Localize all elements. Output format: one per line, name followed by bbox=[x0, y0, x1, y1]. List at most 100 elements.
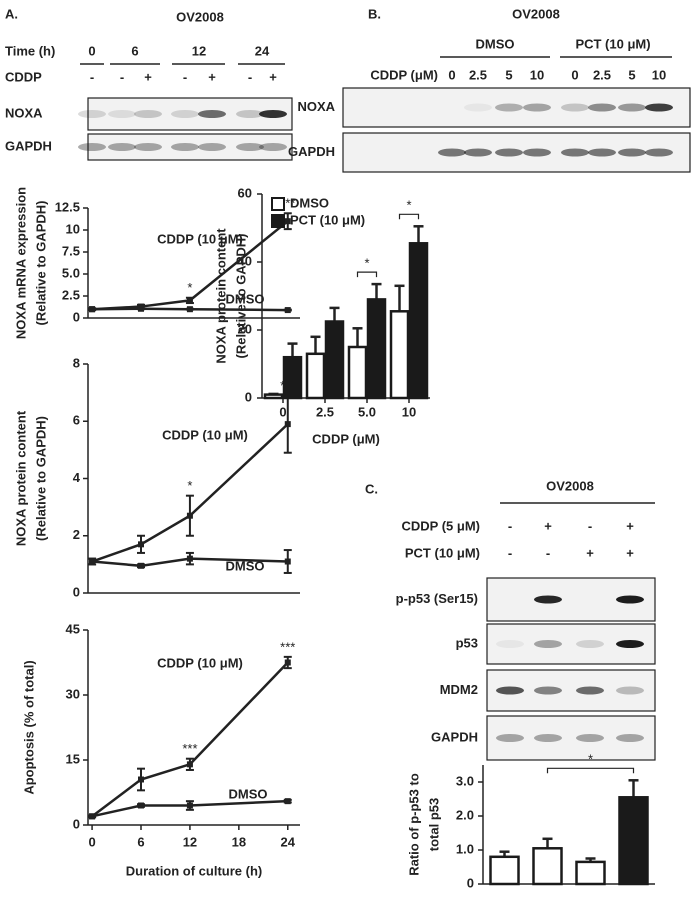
y-axis-title: Apoptosis (% of total) bbox=[21, 660, 36, 794]
band bbox=[616, 734, 644, 742]
lane-label: - bbox=[248, 69, 252, 84]
lane-label: 2.5 bbox=[593, 67, 611, 82]
legend-swatch bbox=[271, 197, 285, 211]
x-tick-label: 12 bbox=[183, 834, 197, 849]
band bbox=[618, 103, 646, 112]
band bbox=[134, 143, 162, 151]
lane-label: - bbox=[183, 69, 187, 84]
lane-label: 0 bbox=[448, 67, 455, 82]
y-tick-label: 1.0 bbox=[456, 841, 474, 856]
lane-label: 5 bbox=[505, 67, 512, 82]
point bbox=[138, 776, 144, 783]
blot bbox=[342, 87, 691, 128]
band bbox=[259, 110, 287, 118]
bar bbox=[489, 855, 520, 886]
header-label: Time (h) bbox=[5, 43, 55, 58]
legend-label: PCT (10 μM) bbox=[290, 212, 365, 227]
y-tick-label: 8 bbox=[73, 355, 80, 370]
point bbox=[284, 307, 291, 314]
y-tick-label: 40 bbox=[238, 253, 252, 268]
panel-label: C. bbox=[365, 481, 378, 496]
y-tick-label: 12.5 bbox=[55, 199, 80, 214]
y-tick-label: 45 bbox=[66, 621, 80, 636]
x-tick-label: 2.5 bbox=[316, 404, 334, 419]
lane-label: 2.5 bbox=[469, 67, 487, 82]
band bbox=[645, 148, 673, 157]
y-tick-label: 0 bbox=[73, 309, 80, 324]
point bbox=[186, 802, 193, 809]
band bbox=[576, 734, 604, 742]
blot-label: p-p53 (Ser15) bbox=[396, 591, 478, 606]
bar bbox=[575, 860, 606, 886]
y-axis-title: (Relative to GAPDH) bbox=[33, 201, 48, 326]
band bbox=[561, 103, 589, 112]
point bbox=[138, 802, 144, 809]
bar bbox=[305, 352, 326, 400]
bar bbox=[618, 796, 649, 886]
series-label: DMSO bbox=[226, 291, 265, 306]
band bbox=[495, 103, 523, 112]
point bbox=[284, 218, 291, 225]
point bbox=[89, 558, 96, 565]
band bbox=[496, 686, 524, 695]
band bbox=[198, 110, 226, 118]
group-label: PCT (10 μM) bbox=[575, 36, 650, 51]
y-tick-label: 5.0 bbox=[62, 265, 80, 280]
lane-label: 0 bbox=[571, 67, 578, 82]
band bbox=[616, 640, 644, 648]
band bbox=[534, 595, 562, 604]
panel-label: A. bbox=[5, 6, 18, 21]
band bbox=[618, 148, 646, 157]
band bbox=[561, 148, 589, 157]
blot-label: p53 bbox=[456, 635, 478, 650]
lane-label: - bbox=[546, 545, 550, 560]
point bbox=[186, 306, 193, 313]
lane-label: 5 bbox=[628, 67, 635, 82]
band bbox=[171, 110, 199, 118]
series-label: DMSO bbox=[229, 786, 268, 801]
blot-label: NOXA bbox=[297, 99, 335, 114]
blot bbox=[486, 715, 656, 761]
x-tick-label: 24 bbox=[281, 834, 296, 849]
band bbox=[108, 110, 136, 118]
x-tick-label: 5.0 bbox=[358, 404, 376, 419]
lane-label: + bbox=[544, 518, 552, 533]
significance: *** bbox=[182, 741, 197, 756]
y-axis-title: NOXA protein content bbox=[213, 228, 228, 364]
point bbox=[284, 421, 291, 428]
y-tick-label: 60 bbox=[238, 185, 252, 200]
lane-label: + bbox=[269, 69, 277, 84]
band bbox=[134, 110, 162, 118]
blot-label: GAPDH bbox=[288, 144, 335, 159]
band bbox=[464, 148, 492, 157]
series-line bbox=[91, 661, 289, 818]
series-line bbox=[91, 799, 288, 818]
lane-label: + bbox=[626, 518, 634, 533]
lane-label: + bbox=[586, 545, 594, 560]
point bbox=[284, 659, 291, 666]
y-tick-label: 2.0 bbox=[456, 807, 474, 822]
y-tick-label: 0 bbox=[245, 389, 252, 404]
band bbox=[496, 734, 524, 742]
y-axis-title: Ratio of p-p53 to bbox=[406, 773, 421, 876]
blot-title: OV2008 bbox=[512, 6, 560, 21]
significance: *** bbox=[280, 639, 295, 654]
x-tick-label: 0 bbox=[88, 834, 95, 849]
y-tick-label: 6 bbox=[73, 413, 80, 428]
band bbox=[576, 640, 604, 648]
significance: * bbox=[364, 256, 369, 271]
y-tick-label: 15 bbox=[66, 751, 80, 766]
lane-label: - bbox=[508, 545, 512, 560]
series-line bbox=[91, 423, 289, 563]
series-label: DMSO bbox=[226, 558, 265, 573]
significance: * bbox=[406, 198, 411, 213]
blot-title: OV2008 bbox=[176, 9, 224, 24]
band bbox=[616, 686, 644, 695]
x-tick-label: 0 bbox=[279, 404, 286, 419]
significance: * bbox=[187, 280, 192, 295]
x-axis-title: Duration of culture (h) bbox=[126, 863, 263, 878]
series-label: CDDP (10 μM) bbox=[157, 655, 243, 670]
point bbox=[186, 297, 193, 304]
y-axis-title: total p53 bbox=[426, 798, 441, 851]
legend-swatch bbox=[271, 214, 285, 228]
